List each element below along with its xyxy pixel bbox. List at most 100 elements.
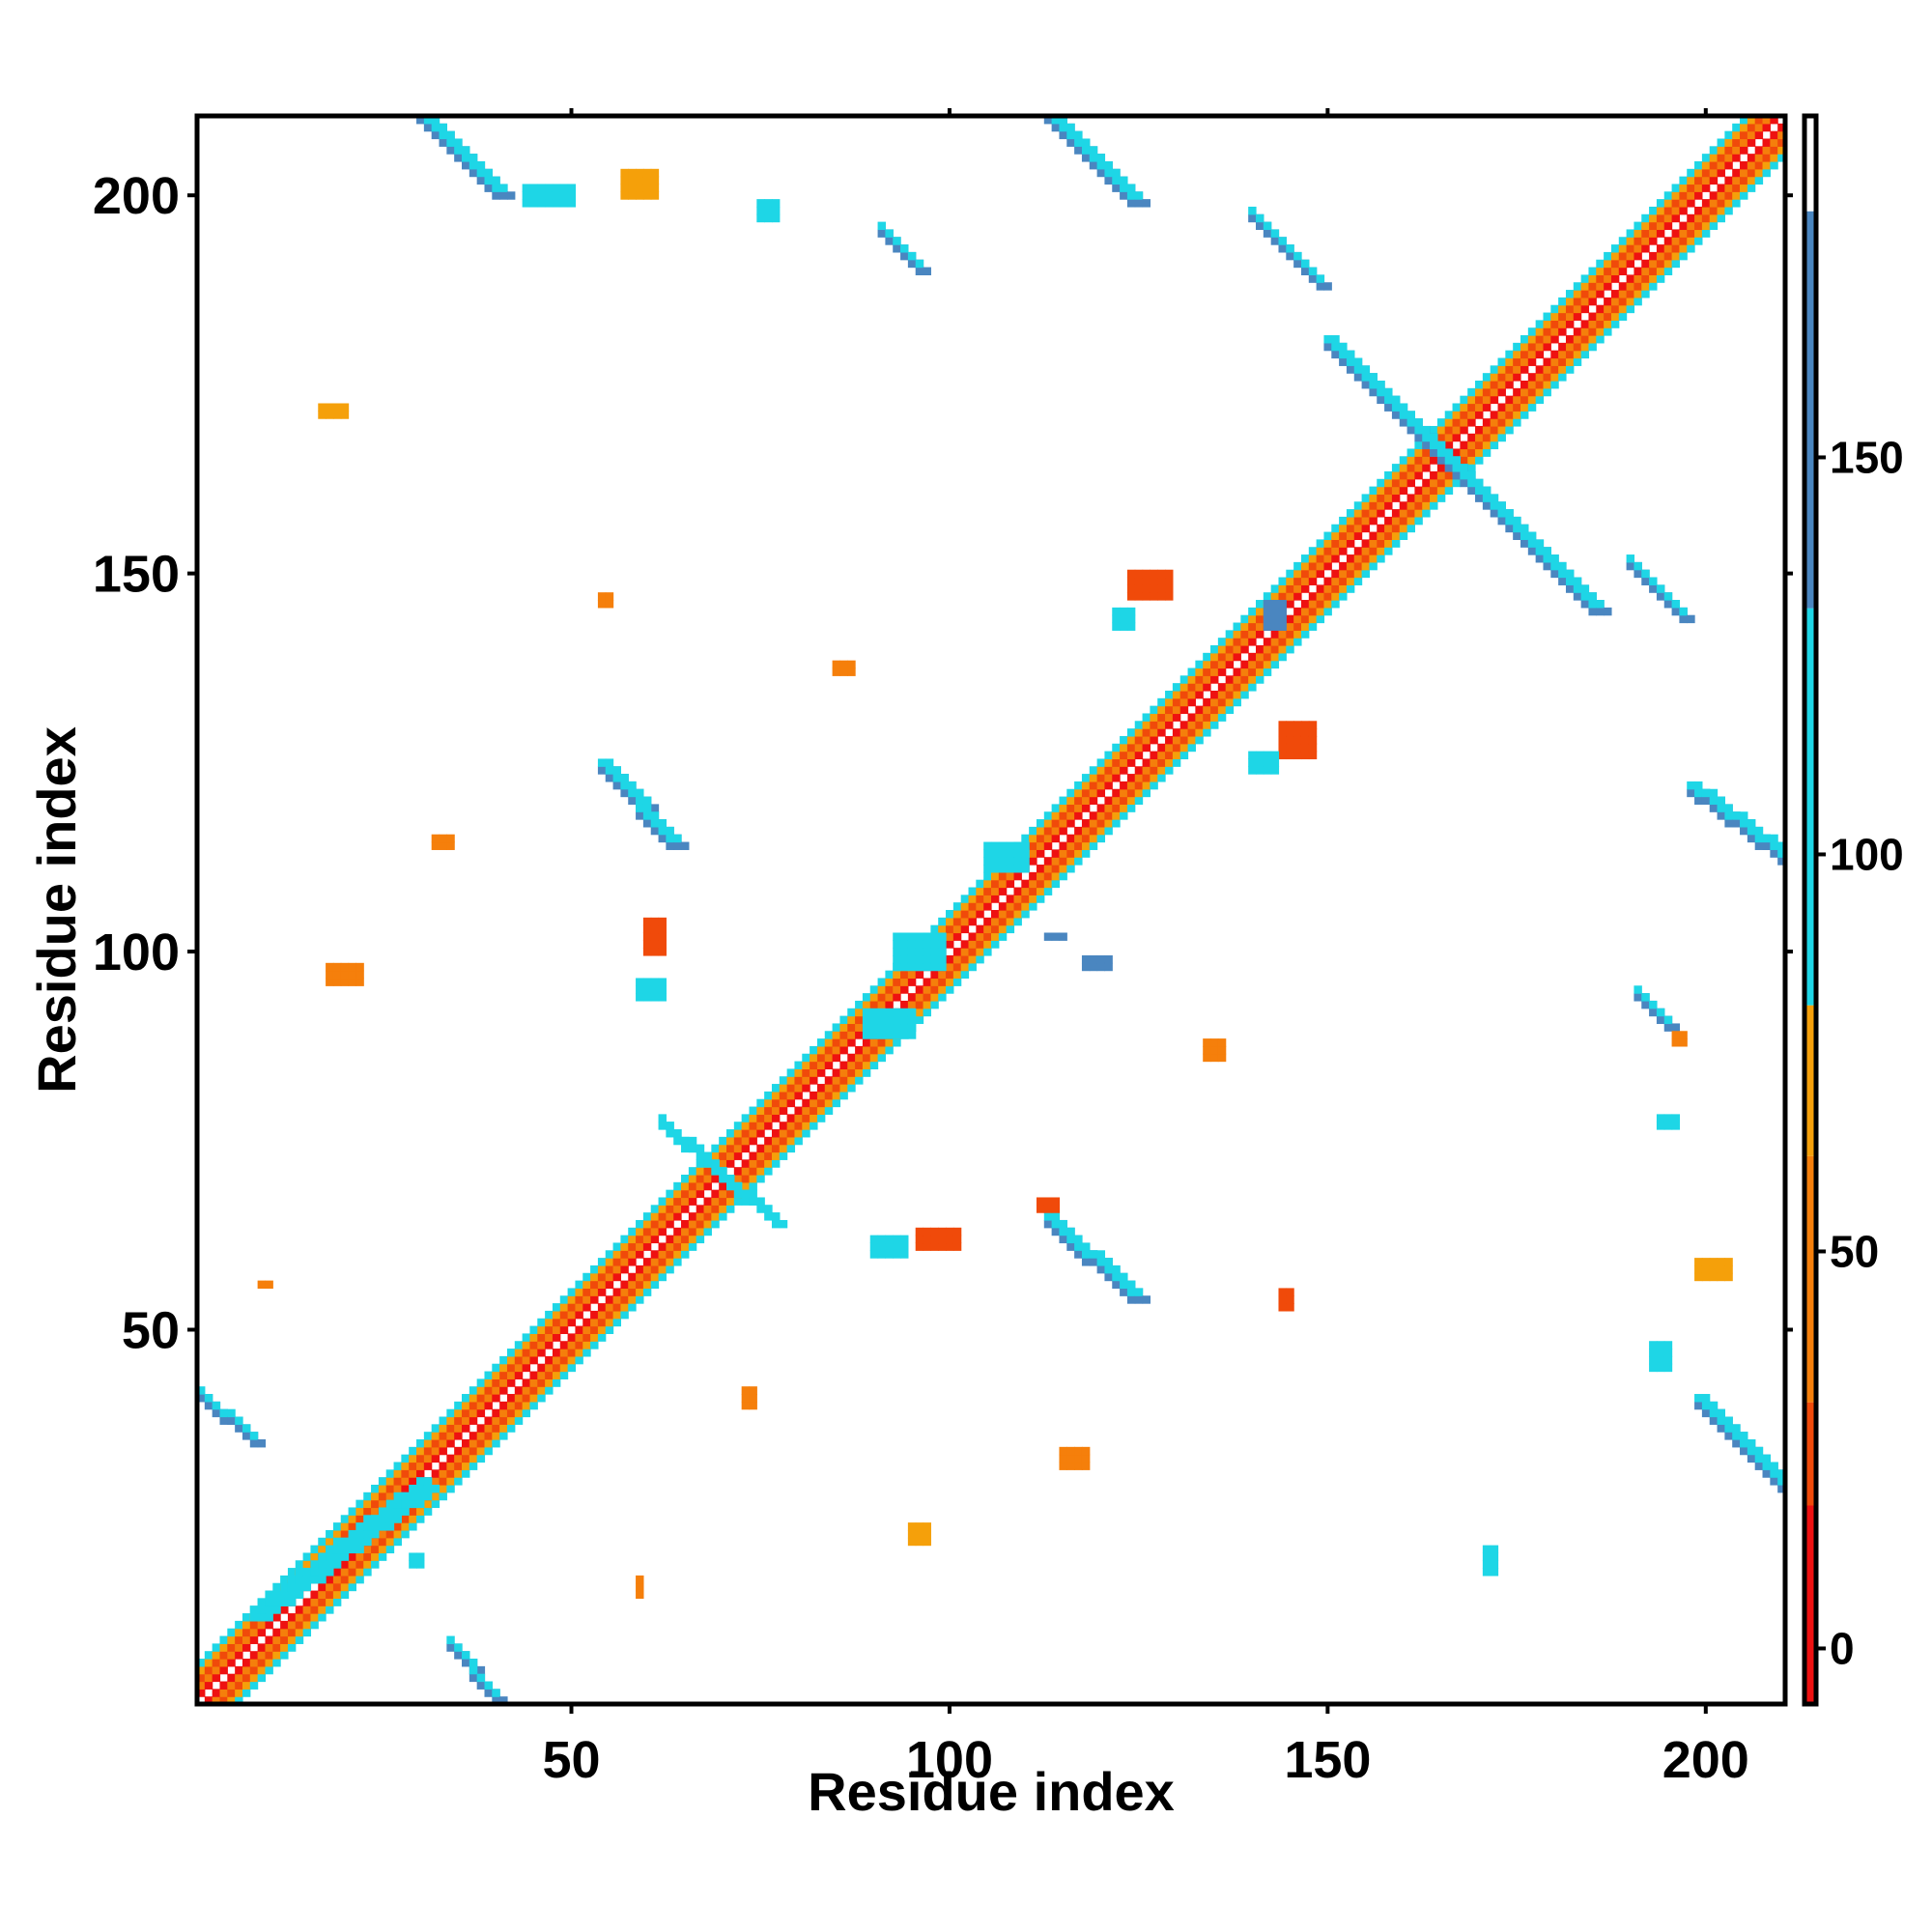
diagonal-cell xyxy=(1475,387,1484,397)
diagonal-cell xyxy=(681,1205,690,1213)
diagonal-cell xyxy=(401,1469,410,1478)
diagonal-cell xyxy=(1323,531,1332,540)
diagonal-cell xyxy=(1604,327,1612,336)
diagonal-cell xyxy=(1709,154,1719,162)
contact-patch-cell xyxy=(559,184,569,192)
diagonal-cell xyxy=(265,1620,273,1630)
strand-contact-cell xyxy=(355,1529,364,1539)
diagonal-cell xyxy=(1081,796,1091,805)
diagonal-cell xyxy=(219,1665,228,1675)
strand-contact-cell xyxy=(1104,160,1113,170)
strand-contact-cell xyxy=(1059,130,1067,140)
diagonal-cell xyxy=(733,1122,743,1130)
strand-contact-cell xyxy=(1573,584,1582,593)
contact-patch-cell xyxy=(1126,577,1136,585)
diagonal-cell xyxy=(1747,176,1756,185)
strand-contact-cell xyxy=(295,1568,304,1577)
diagonal-cell xyxy=(514,1408,524,1418)
diagonal-cell xyxy=(1089,781,1098,790)
diagonal-cell xyxy=(1369,494,1378,502)
diagonal-cell xyxy=(1021,902,1030,911)
contact-patch-cell xyxy=(1663,1122,1673,1130)
diagonal-cell xyxy=(446,1469,455,1478)
strand-contact-cell xyxy=(900,244,909,253)
diagonal-cell xyxy=(1286,569,1294,579)
diagonal-cell xyxy=(711,1212,720,1221)
diagonal-cell xyxy=(302,1598,312,1606)
contact-patch-cell xyxy=(923,1529,931,1539)
contact-patch-cell xyxy=(930,1242,939,1251)
diagonal-cell xyxy=(371,1552,380,1561)
diagonal-cell xyxy=(938,924,947,934)
contact-patch-cell xyxy=(930,1227,939,1236)
diagonal-cell xyxy=(1150,728,1158,737)
diagonal-cell xyxy=(749,1159,757,1168)
diagonal-cell xyxy=(885,978,894,986)
diagonal-cell xyxy=(869,1038,879,1047)
diagonal-cell xyxy=(295,1613,304,1622)
diagonal-cell xyxy=(1671,184,1680,192)
diagonal-cell xyxy=(1210,652,1219,662)
diagonal-cell xyxy=(1543,381,1551,389)
diagonal-cell xyxy=(628,1242,637,1251)
diagonal-cell xyxy=(1490,373,1499,382)
diagonal-cell xyxy=(1248,638,1257,646)
strand-contact-cell xyxy=(416,1499,425,1509)
diagonal-cell xyxy=(545,1378,554,1387)
diagonal-cell xyxy=(1210,690,1219,699)
diagonal-cell xyxy=(719,1181,727,1191)
diagonal-cell xyxy=(1293,577,1302,585)
strand-contact-cell xyxy=(1656,584,1665,593)
contact-patch-cell xyxy=(1679,1031,1688,1039)
diagonal-cell xyxy=(1081,819,1091,828)
diagonal-cell xyxy=(673,1212,682,1221)
diagonal-cell xyxy=(1286,584,1294,593)
contact-patch-cell xyxy=(998,865,1008,873)
strand-contact-cell xyxy=(326,1552,334,1561)
diagonal-cell xyxy=(1081,804,1091,812)
diagonal-cell xyxy=(1286,614,1294,624)
diagonal-cell xyxy=(673,1227,682,1236)
diagonal-cell xyxy=(764,1159,773,1168)
diagonal-cell xyxy=(733,1129,743,1138)
diagonal-cell xyxy=(1263,660,1272,669)
diagonal-cell xyxy=(582,1288,591,1296)
diagonal-cell xyxy=(1604,274,1612,283)
contact-patch-cell xyxy=(642,176,652,185)
diagonal-cell xyxy=(1006,895,1015,903)
x-axis: 50 100 150 200 xyxy=(542,108,1749,1789)
strand-contact-cell xyxy=(1430,440,1438,450)
diagonal-cell xyxy=(1051,857,1061,866)
diagonal-cell xyxy=(1126,743,1136,753)
diagonal-cell xyxy=(703,1212,712,1221)
diagonal-cell xyxy=(1300,622,1310,631)
diagonal-cell xyxy=(310,1590,319,1599)
diagonal-cell xyxy=(968,962,977,972)
diagonal-cell xyxy=(900,978,909,986)
diagonal-cell xyxy=(991,932,1000,941)
diagonal-cell xyxy=(1520,395,1529,405)
diagonal-cell xyxy=(423,1439,433,1448)
strand-contact-cell xyxy=(326,1568,334,1577)
contact-patch-cell xyxy=(900,962,909,972)
strand-contact-cell xyxy=(1634,985,1642,994)
diagonal-cell xyxy=(1377,509,1385,518)
contact-patch-cell xyxy=(915,1227,924,1236)
diagonal-cell xyxy=(318,1545,327,1554)
contact-patch-cell xyxy=(1059,932,1067,941)
diagonal-cell xyxy=(1059,849,1067,858)
diagonal-cell xyxy=(212,1651,221,1660)
contact-patch-cell xyxy=(1663,1355,1673,1365)
diagonal-cell xyxy=(582,1325,591,1334)
diagonal-cell xyxy=(628,1280,637,1290)
diagonal-cell xyxy=(326,1537,334,1547)
contact-patch-cell xyxy=(893,954,901,964)
diagonal-cell xyxy=(968,917,977,926)
diagonal-cell xyxy=(952,962,962,972)
strand-contact-cell xyxy=(1112,1264,1121,1274)
diagonal-cell xyxy=(1059,819,1067,828)
strand-contact-cell xyxy=(1671,600,1680,609)
diagonal-cell xyxy=(605,1272,614,1282)
strand-contact-cell xyxy=(1482,494,1492,502)
diagonal-cell xyxy=(1331,531,1340,540)
